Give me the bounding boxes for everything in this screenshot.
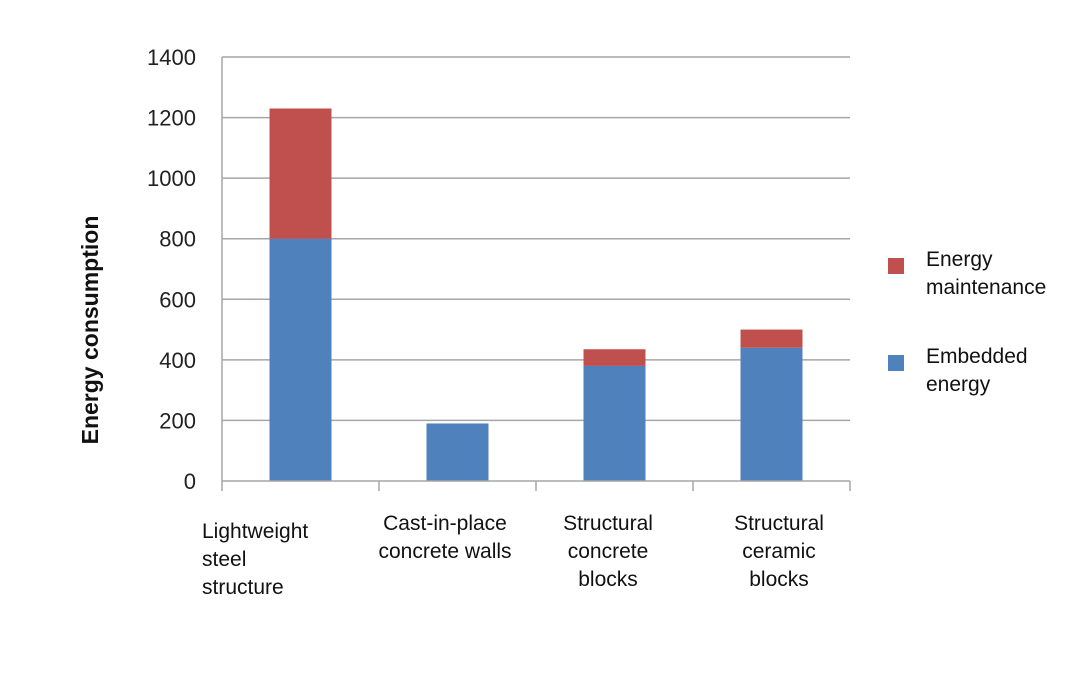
bar-segment (426, 423, 489, 481)
legend-label: Embedded energy (926, 345, 1028, 396)
x-category-label-line: Structural (734, 512, 824, 535)
y-tick-label: 1000 (147, 166, 196, 191)
x-category-label-line: concrete (568, 540, 649, 563)
x-category-label: Lightweight steel structure (202, 520, 308, 599)
bar-segment (740, 347, 803, 481)
y-tick-label: 400 (159, 348, 196, 373)
bar-segment (583, 349, 646, 366)
x-category-label-line: Lightweight (202, 520, 308, 543)
x-category-label: Structural concrete blocks (563, 512, 653, 591)
legend-label-line: Energy (926, 248, 993, 271)
x-category-label: Structural ceramic blocks (734, 512, 824, 591)
x-category-label: Cast-in-place concrete walls (378, 512, 511, 563)
x-category-label-line: steel (202, 548, 246, 571)
legend-label: Energy maintenance (926, 248, 1046, 299)
y-axis-title: Energy consumption (77, 216, 103, 445)
bars (269, 108, 803, 481)
x-category-label-line: blocks (749, 568, 809, 591)
x-category-label-line: Structural (563, 512, 653, 535)
x-category-label-line: Cast-in-place (383, 512, 507, 535)
x-axis (221, 480, 851, 491)
bar-segment (583, 365, 646, 481)
y-tick-label: 600 (159, 287, 196, 312)
legend-label-line: maintenance (926, 276, 1046, 299)
y-tick-label: 1200 (147, 106, 196, 131)
y-tick-label: 0 (184, 469, 196, 494)
legend-label-line: energy (926, 373, 991, 396)
x-category-label-line: blocks (578, 568, 638, 591)
bar-segment (740, 329, 803, 348)
x-category-labels: Lightweight steel structure Cast-in-place co… (202, 512, 824, 599)
y-tick-label: 800 (159, 227, 196, 252)
legend-label-line: Embedded (926, 345, 1028, 368)
x-category-label-line: concrete walls (378, 540, 511, 563)
x-category-label-line: structure (202, 576, 284, 599)
bar-segment (269, 108, 332, 239)
bar-segment (269, 238, 332, 481)
legend-swatch (888, 355, 904, 371)
y-tick-label: 1400 (147, 45, 196, 70)
legend-swatch (888, 258, 904, 274)
y-tick-labels: 0 200 400 600 800 1000 1200 1400 (147, 45, 196, 494)
x-category-label-line: ceramic (742, 540, 816, 563)
y-tick-label: 200 (159, 408, 196, 433)
legend: Energy maintenance Embedded energy (888, 248, 1046, 396)
